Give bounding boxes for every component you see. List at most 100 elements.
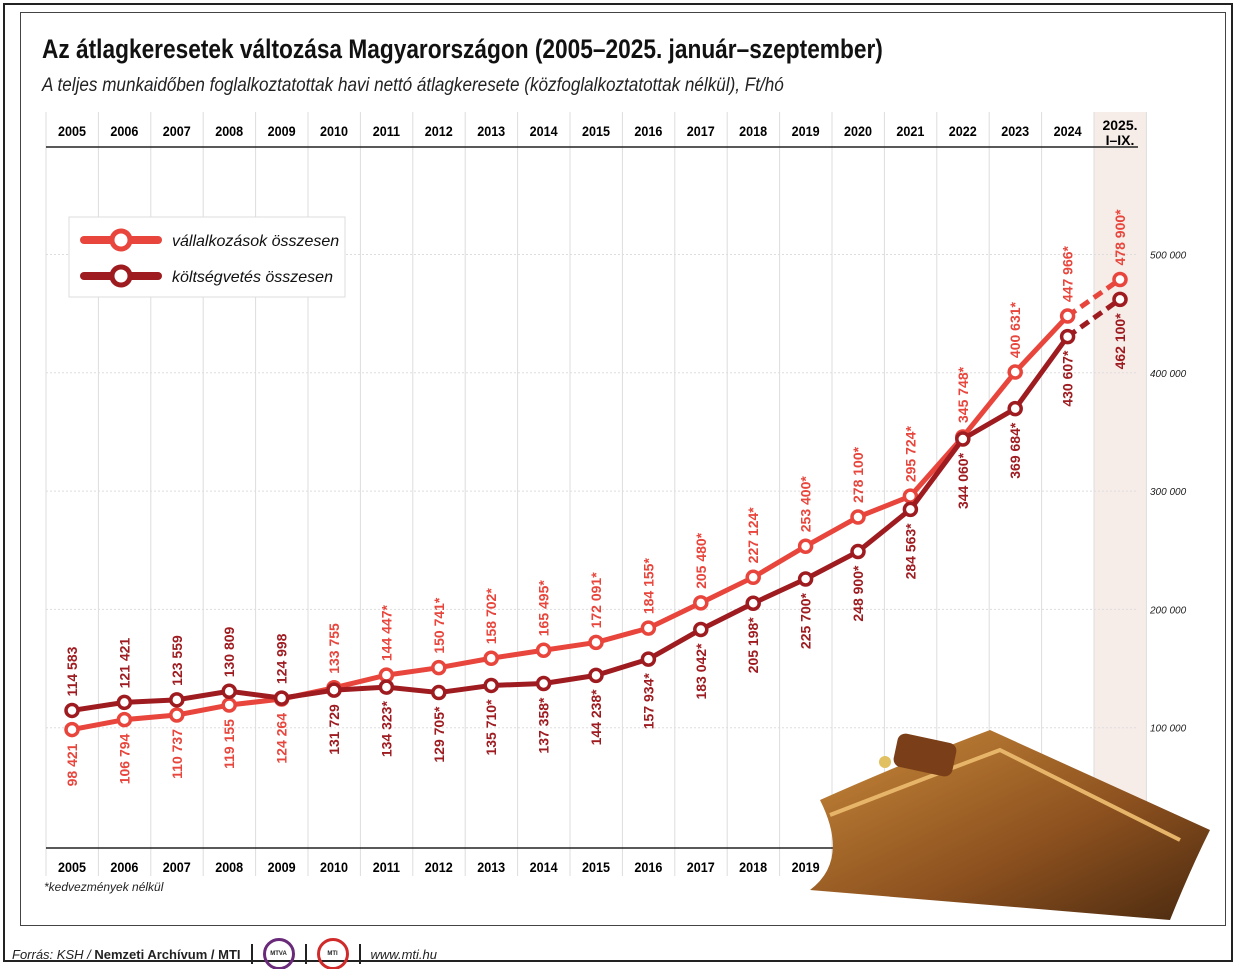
data-label: 124 998: [274, 633, 290, 684]
legend-label: vállalkozások összesen: [172, 233, 339, 250]
chart-title: Az átlagkeresetek változása Magyarország…: [42, 34, 883, 64]
data-label: 150 741*: [431, 597, 447, 654]
x-tick-label-bottom: 2016: [634, 859, 662, 875]
mtva-logo-text: MTVA: [270, 951, 287, 957]
data-label: 133 755: [326, 623, 342, 674]
data-point: [797, 571, 814, 587]
data-point: [955, 431, 971, 447]
x-tick-label-top: 2025.: [1102, 117, 1137, 133]
footnote: *kedvezmények nélkül: [44, 880, 164, 894]
data-point: [221, 697, 237, 713]
x-tick-label-top: 2015: [582, 123, 611, 139]
series-line-dashed-1: [1066, 297, 1122, 339]
x-tick-label-top: 2007: [163, 123, 191, 139]
legend-marker: [109, 264, 133, 288]
data-label: 131 729: [326, 704, 342, 755]
data-point: [588, 667, 604, 684]
data-point: [431, 684, 447, 701]
data-label: 227 124*: [745, 507, 761, 564]
data-label: 344 060*: [955, 452, 971, 509]
data-point: [169, 692, 185, 708]
data-label: 129 705*: [431, 706, 447, 763]
data-label: 106 794: [116, 733, 132, 784]
data-label: 158 702*: [483, 588, 499, 645]
data-label: 119 155: [221, 719, 237, 769]
chart-frame: [20, 12, 1226, 926]
data-point: [431, 659, 447, 676]
source-bold: Nemzeti Archívum / MTI: [94, 946, 241, 962]
x-tick-label-bottom: 2018: [739, 859, 767, 875]
wallet-illustration: [810, 730, 1210, 920]
data-label: 295 724*: [902, 426, 918, 483]
data-point: [902, 501, 919, 518]
divider: [304, 944, 307, 964]
x-tick-label-top: 2018: [739, 123, 767, 139]
data-label: 400 631*: [1007, 301, 1023, 358]
data-point: [745, 569, 761, 586]
data-label: 144 447*: [378, 605, 394, 662]
x-tick-label-bottom: 2017: [687, 859, 715, 875]
data-point: [378, 679, 395, 695]
divider: [358, 944, 361, 964]
data-label: 121 421: [116, 638, 132, 689]
x-tick-label-top: 2006: [110, 123, 138, 139]
data-label: 110 737: [169, 729, 185, 779]
x-tick-label-top: 2013: [477, 123, 505, 139]
mti-logo-text: MTI: [327, 951, 338, 957]
data-point: [535, 675, 552, 692]
series-line-0: [71, 314, 1070, 733]
x-tick-label-bottom: 2008: [215, 859, 243, 875]
data-point: [693, 595, 709, 611]
data-point: [483, 650, 499, 667]
divider: [250, 944, 253, 964]
legend: vállalkozások összesen költségvetés össze…: [68, 216, 346, 298]
data-point: [1007, 400, 1023, 417]
data-label: 345 748*: [955, 366, 971, 423]
source: Forrás: KSH / Nemzeti Archívum / MTI: [12, 947, 241, 962]
data-label: 184 155*: [640, 558, 656, 615]
data-point: [640, 620, 657, 636]
x-tick-label-top: 2017: [687, 123, 715, 139]
source-prefix: Forrás: KSH /: [12, 946, 95, 962]
x-tick-label-top: 2021: [896, 123, 925, 139]
x-tick-label-bottom: 2019: [792, 859, 820, 875]
x-tick-label-top: 2005: [58, 123, 87, 139]
x-tick-label-bottom: 2007: [163, 859, 191, 875]
x-tick-label-top: 2014: [530, 123, 559, 139]
data-label: 430 607*: [1060, 350, 1076, 407]
x-tick-label-bottom: 2006: [110, 859, 138, 875]
x-tick-label-top: 2010: [320, 123, 348, 139]
data-label: 123 559: [169, 635, 185, 686]
legend-label: költségvetés összesen: [172, 269, 333, 286]
footer: Forrás: KSH / Nemzeti Archívum / MTI MTV…: [12, 938, 437, 969]
mtva-logo: MTVA: [262, 938, 295, 969]
x-tick-label-bottom: 2012: [425, 859, 453, 875]
data-label: 284 563*: [902, 523, 918, 580]
data-point: [1112, 291, 1128, 308]
y-tick-label: 100 000: [1150, 724, 1187, 735]
data-label: 135 710*: [483, 699, 499, 756]
outer-frame: [3, 3, 1233, 962]
data-point: [273, 690, 290, 706]
website-link[interactable]: www.mti.hu: [370, 946, 437, 962]
x-tick-label-top: 2012: [425, 123, 453, 139]
series-line-1: [71, 335, 1070, 713]
data-point: [693, 621, 709, 638]
data-point: [850, 509, 866, 525]
data-label: 248 900*: [850, 565, 866, 622]
data-point: [64, 721, 80, 738]
data-label: 137 358*: [536, 697, 552, 754]
data-point: [640, 651, 657, 667]
x-tick-label-top: 2024: [1054, 123, 1083, 139]
data-label: 114 583: [64, 646, 80, 696]
x-tick-label-bottom: 2014: [530, 859, 559, 875]
x-tick-label-bottom: 2010: [320, 859, 348, 875]
x-tick-label-bottom: 2011: [373, 859, 401, 875]
series-line-dashed-0: [1066, 277, 1122, 319]
x-tick-label-top: 2023: [1001, 123, 1029, 139]
data-point: [797, 538, 814, 554]
x-tick-label-top: 2011: [373, 123, 401, 139]
data-label: 157 934*: [640, 673, 656, 730]
data-label: 205 198*: [745, 617, 761, 674]
mti-logo: MTI: [316, 938, 349, 969]
